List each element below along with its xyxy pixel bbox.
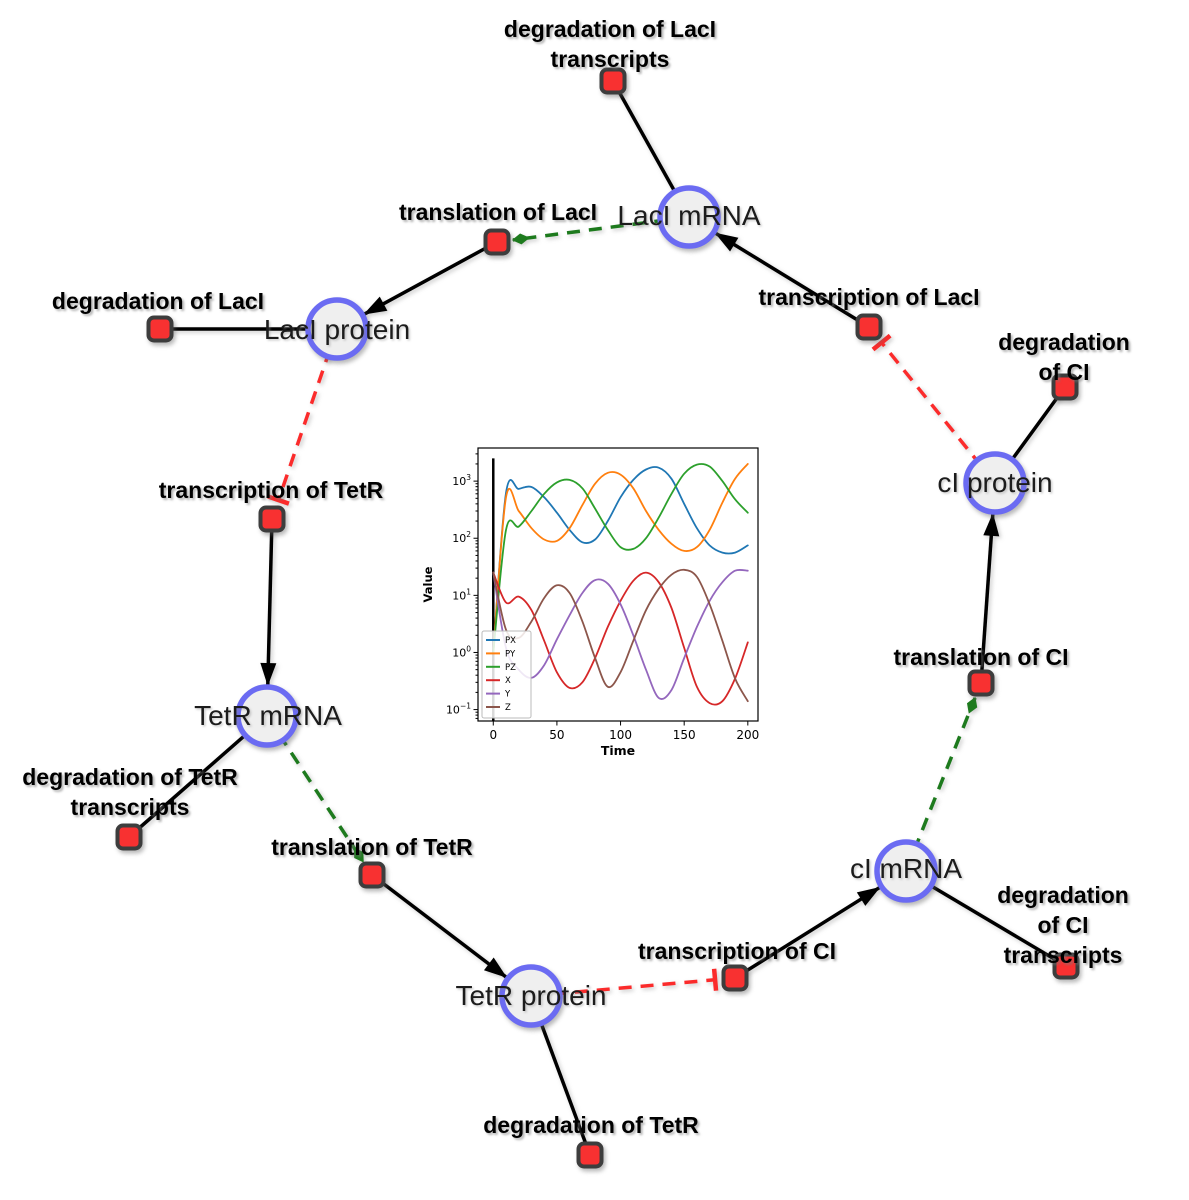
- series-line-PY: [492, 463, 749, 654]
- species-label-ci-protein: cI protein: [937, 467, 1053, 498]
- series-line-X: [492, 571, 749, 706]
- edge-tx_ci-to-ci_mrna: [734, 885, 881, 980]
- legend-label-Y: Y: [504, 690, 511, 700]
- reaction-label-degradation-of-laci-transcripts: degradation of LacI transcripts: [503, 16, 717, 72]
- x-tick-label: 150: [673, 728, 696, 742]
- reaction-node-deg-tetr: [576, 1141, 604, 1169]
- series-line-PX: [492, 466, 749, 654]
- reaction-node-transl-ci: [967, 669, 995, 697]
- species-node-tetr-protein: [499, 964, 563, 1028]
- simulation-chart: 10−1 100 101 102 103 0 50 100 150 200 Time Value PX P…: [420, 438, 770, 770]
- edge-transl_tetr-to-tetr_protein: [370, 873, 508, 979]
- x-tick-label: 200: [736, 728, 759, 742]
- reaction-label-translation-of-ci: translation of CI: [893, 644, 1069, 670]
- series-line-Y: [492, 568, 749, 700]
- species-node-laci-mrna: [657, 185, 721, 249]
- chart-y-axis-label: Value: [421, 566, 435, 602]
- reaction-node-tx-ci: [721, 964, 749, 992]
- reaction-node-deg-laci: [146, 315, 174, 343]
- legend-label-X: X: [505, 676, 511, 686]
- reaction-label-transcription-of-ci: transcription of CI: [637, 938, 837, 964]
- reaction-node-deg-laci-tx: [599, 67, 627, 95]
- reaction-node-deg-tetr-tx: [115, 823, 143, 851]
- species-node-ci-mrna: [874, 839, 938, 903]
- legend-label-PX: PX: [505, 636, 516, 646]
- reaction-label-degradation-of-ci-transcripts: degradation of CI transcripts: [997, 882, 1129, 968]
- reaction-label-translation-of-tetr: translation of TetR: [271, 834, 473, 860]
- edge-transl_laci-to-laci_protein: [363, 240, 498, 316]
- axes-frame: [477, 447, 759, 722]
- species-label-tetr-mrna: TetR mRNA: [194, 700, 342, 731]
- reaction-label-degradation-of-tetr-transcripts: degradation of TetR transcripts: [22, 764, 238, 820]
- reaction-node-tx-laci: [855, 313, 883, 341]
- reaction-label-translation-of-laci: translation of LacI: [398, 199, 598, 225]
- species-node-tetr-mrna: [235, 684, 299, 748]
- reaction-label-degradation-of-ci: degradation of CI: [998, 329, 1130, 385]
- reaction-node-deg-ci-tx: [1052, 952, 1080, 980]
- x-tick-label: 50: [549, 728, 564, 742]
- x-tick-label: 100: [609, 728, 632, 742]
- species-node-laci-protein: [305, 297, 369, 361]
- shapes-layer: [115, 67, 1080, 1169]
- chart-series-group: [492, 463, 749, 706]
- reaction-node-transl-laci: [483, 228, 511, 256]
- reaction-label-degradation-of-laci: degradation of LacI: [51, 288, 265, 314]
- edge-tx_laci-to-laci_mrna: [714, 231, 870, 329]
- reaction-node-transl-tetr: [358, 861, 386, 889]
- species-label-laci-protein: LacI protein: [263, 314, 411, 345]
- series-line-PZ: [492, 463, 749, 654]
- x-tick-label: 0: [489, 728, 497, 742]
- reaction-label-degradation-of-tetr: degradation of TetR: [483, 1112, 699, 1138]
- species-label-ci-mrna: cI mRNA: [850, 853, 962, 884]
- edge-transl_ci-to-ci_protein: [979, 512, 1000, 684]
- legend-label-PY: PY: [505, 649, 516, 659]
- species-label-tetr-protein: TetR protein: [455, 980, 607, 1011]
- species-node-ci-protein: [963, 451, 1027, 515]
- reaction-label-transcription-of-laci: transcription of LacI: [758, 284, 980, 310]
- chart-background: [420, 438, 770, 770]
- reaction-node-tx-tetr: [258, 505, 286, 533]
- legend-label-Z: Z: [505, 703, 511, 713]
- series-line-Z: [492, 568, 749, 703]
- species-label-laci-mrna: LacI mRNA: [617, 200, 761, 231]
- edge-tx_tetr-to-tetr_mrna: [260, 518, 277, 687]
- reaction-node-deg-ci: [1051, 373, 1079, 401]
- legend-label-PZ: PZ: [505, 663, 516, 673]
- chart-legend: PX PY PZ XYZ: [481, 630, 532, 719]
- reaction-label-transcription-of-tetr: transcription of TetR: [158, 477, 384, 503]
- chart-x-axis-label: Time: [601, 743, 635, 758]
